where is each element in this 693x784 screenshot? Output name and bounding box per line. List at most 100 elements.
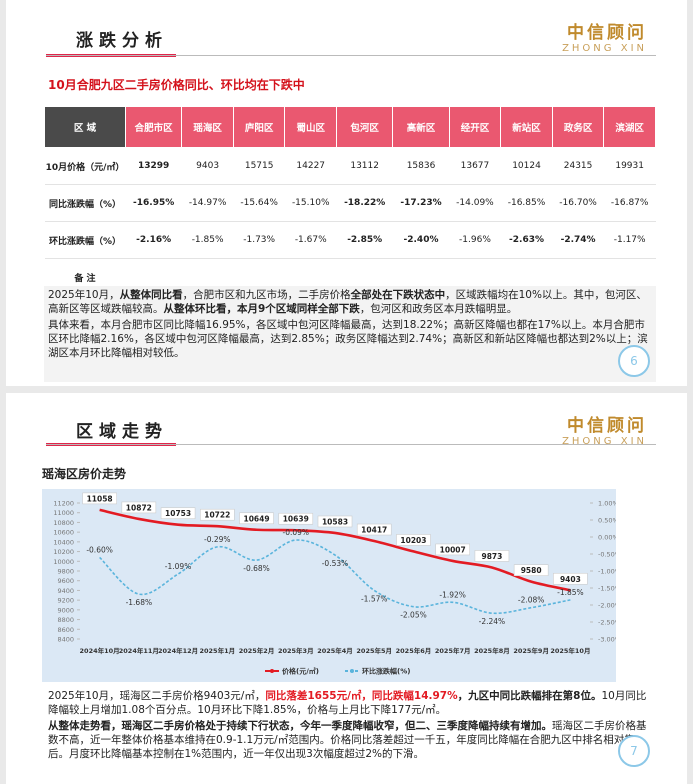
header-cell: 政务区 bbox=[551, 106, 605, 148]
y-tick-label: 9400 bbox=[57, 587, 74, 595]
y-tick-label: 9800 bbox=[57, 568, 74, 576]
label-box bbox=[200, 508, 235, 521]
data-label: -0.68% bbox=[243, 564, 270, 573]
slide-title: 涨跌分析 bbox=[76, 31, 168, 51]
x-tick-label: 2025年2月 bbox=[239, 646, 275, 655]
text-run: ，九区中同比跌幅排在第8位。 bbox=[457, 690, 602, 702]
y2-tick-label: -0.50% bbox=[598, 551, 616, 559]
header-cell: 蜀山区 bbox=[284, 106, 338, 148]
x-tick-label: 2025年3月 bbox=[278, 646, 314, 655]
table-cell: -1.85% bbox=[181, 221, 234, 259]
label-box bbox=[317, 515, 353, 528]
table-cell: -2.85% bbox=[336, 221, 393, 259]
text-run: 2025年10月，瑶海区二手房价格9403元/㎡， bbox=[48, 690, 266, 702]
data-label: 10872 bbox=[126, 503, 152, 512]
header-rule bbox=[46, 444, 656, 445]
subtitle: 10月合肥九区二手房价格同比、环比均在下跌中 bbox=[48, 78, 305, 92]
y-tick-label: 8800 bbox=[57, 616, 74, 624]
data-label: -2.08% bbox=[518, 596, 545, 605]
paragraph: 2025年10月，瑶海区二手房价格9403元/㎡，同比落差1655元/㎡，同比跌… bbox=[48, 689, 652, 717]
data-label: -1.85% bbox=[557, 588, 584, 597]
paragraph: 具体来看，本月合肥市区同比降幅16.95%，各区域中包河区降幅最高，达到18.2… bbox=[48, 318, 652, 360]
table-cell: -14.97% bbox=[181, 184, 234, 222]
y-tick-label: 10600 bbox=[53, 529, 74, 537]
label-box bbox=[474, 550, 510, 562]
x-tick-label: 2025年8月 bbox=[474, 646, 510, 655]
data-label: -1.68% bbox=[126, 598, 153, 607]
y-tick-label: 10200 bbox=[53, 548, 74, 556]
header-cell: 区 域 bbox=[44, 106, 126, 148]
logo-name: 中信顾问 bbox=[567, 23, 647, 43]
data-label: 10007 bbox=[440, 545, 466, 554]
table-cell: 19931 bbox=[603, 147, 656, 185]
legend-marker bbox=[270, 669, 274, 673]
y2-tick-label: 1.00% bbox=[598, 500, 616, 508]
data-label: 9873 bbox=[481, 552, 502, 561]
table-cell: -15.64% bbox=[233, 184, 285, 222]
slide: 区域走势 中信顾问 ZHONG XIN 瑶海区房价走势 8400 8600 8800 9… bbox=[6, 393, 687, 784]
data-label: -2.05% bbox=[400, 611, 427, 620]
label-box bbox=[160, 507, 196, 520]
table-cell: 13677 bbox=[449, 147, 501, 185]
header-cell: 新站区 bbox=[500, 106, 553, 148]
logo-en: ZHONG XIN bbox=[562, 43, 647, 54]
header-rule bbox=[46, 55, 656, 56]
table-cell: -1.17% bbox=[603, 221, 656, 259]
y-tick-label: 8600 bbox=[57, 626, 74, 634]
table-cell: 15715 bbox=[233, 147, 285, 185]
table-row: 环比涨跌幅（%） -2.16% -1.85% -1.73% -1.67% -2.85% -2… bbox=[44, 221, 656, 259]
series-line bbox=[99, 508, 571, 592]
y-tick-label: 10000 bbox=[53, 558, 74, 566]
table-cell: -2.63% bbox=[500, 221, 553, 259]
legend-label: 环比涨跌幅(%) bbox=[362, 667, 410, 676]
text-run: 同比落差1655元/㎡，同比跌幅14.97% bbox=[265, 690, 458, 702]
table-row: 10月价格（元/㎡） 13299 9403 15715 14227 13112 15836 1… bbox=[44, 147, 656, 185]
x-tick-label: 2025年1月 bbox=[199, 646, 235, 655]
table-cell: 13299 bbox=[125, 147, 182, 185]
text-run: 从整体走势看，瑶海区二手房价格处于持续下行状态，今年一季度降幅收窄，但二、三季度… bbox=[48, 720, 552, 732]
y-tick-label: 11000 bbox=[53, 509, 74, 517]
table-cell: -2.74% bbox=[552, 221, 604, 259]
table-cell: 14227 bbox=[284, 147, 337, 185]
label-box bbox=[82, 492, 117, 505]
table-cell: 9403 bbox=[181, 147, 234, 185]
data-label: 9403 bbox=[560, 575, 581, 584]
data-label: 10753 bbox=[165, 509, 191, 518]
y2-tick-label: 0.50% bbox=[598, 517, 616, 525]
data-label: -1.57% bbox=[361, 594, 388, 603]
label-box bbox=[121, 501, 157, 514]
x-tick-label: 2024年11月 bbox=[119, 646, 159, 655]
table-cell: -1.96% bbox=[449, 221, 501, 259]
y2-tick-label: -2.00% bbox=[598, 602, 616, 610]
y2-tick-label: -2.50% bbox=[598, 619, 616, 627]
y-tick-label: 10800 bbox=[53, 519, 74, 527]
table-cell: -1.73% bbox=[233, 221, 285, 259]
label-box bbox=[513, 564, 549, 576]
table-cell: -2.40% bbox=[392, 221, 450, 259]
data-label: 10722 bbox=[204, 511, 230, 520]
header-cell: 瑶海区 bbox=[181, 106, 234, 148]
data-label: 10649 bbox=[243, 514, 269, 523]
text-run: 具体来看，本月合肥市区同比降幅16.95%，各区域中包河区降幅最高，达到18.2… bbox=[48, 319, 648, 359]
page-number: 6 bbox=[618, 345, 650, 377]
label-box bbox=[239, 512, 274, 525]
logo: 中信顾问 ZHONG XIN bbox=[562, 411, 647, 447]
y2-tick-label: -3.00% bbox=[598, 636, 616, 644]
chart-title: 瑶海区房价走势 bbox=[42, 467, 127, 481]
text-run: 瑶海区二手房价格基数不高，近一年整体价格基本维持在0.9-1.1万元/㎡范围内。… bbox=[48, 720, 647, 760]
table-cell: -16.95% bbox=[125, 184, 182, 222]
label-box bbox=[435, 543, 470, 556]
data-label: -0.60% bbox=[86, 545, 113, 554]
legend-marker bbox=[350, 669, 354, 673]
table-cell: 10124 bbox=[500, 147, 553, 185]
table-cell: -18.22% bbox=[336, 184, 393, 222]
data-label: -0.09% bbox=[282, 528, 309, 537]
text-box: 2025年10月，瑶海区二手房价格9403元/㎡，同比落差1655元/㎡，同比跌… bbox=[44, 687, 656, 784]
label-box bbox=[553, 572, 588, 585]
text-run: ，包河区和政务区本月跌幅明显。 bbox=[359, 303, 518, 315]
logo-en: ZHONG XIN bbox=[562, 436, 647, 447]
data-label: -1.09% bbox=[165, 562, 192, 571]
y2-tick-label: -1.00% bbox=[598, 568, 616, 576]
